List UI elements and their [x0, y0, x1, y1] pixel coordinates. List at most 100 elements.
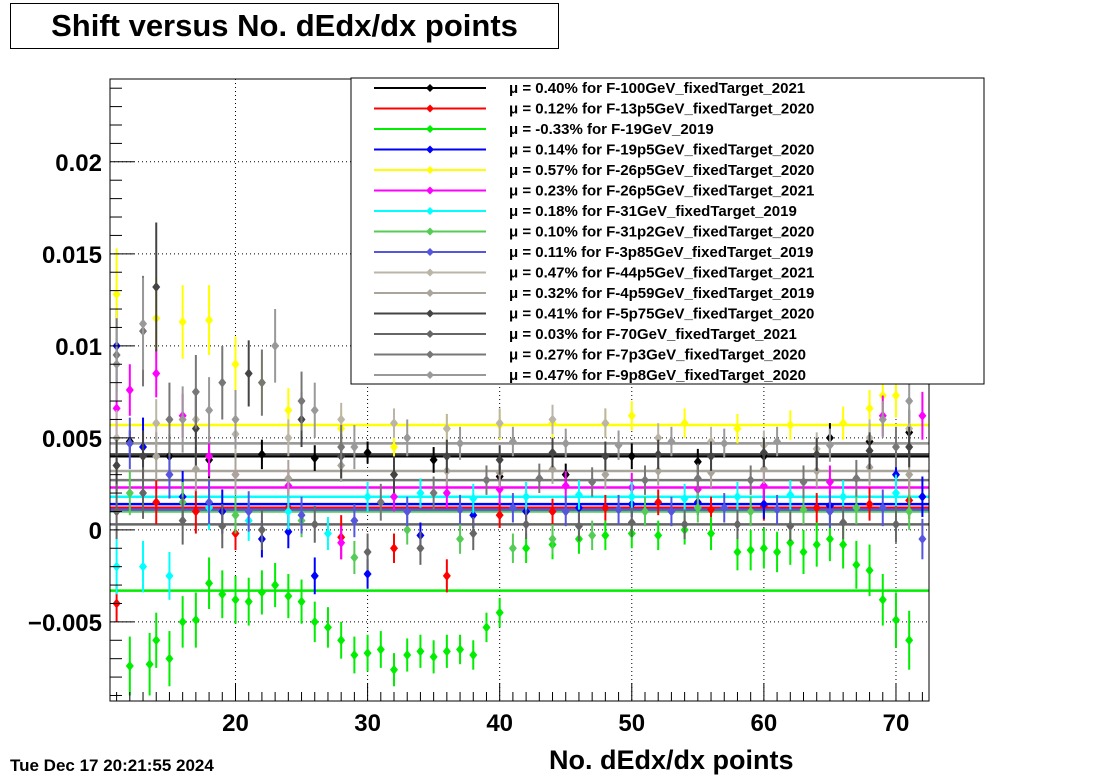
data-point	[627, 451, 636, 462]
x-tick-label: 40	[486, 710, 513, 737]
data-point	[271, 580, 280, 591]
data-point	[839, 539, 848, 550]
data-point	[891, 488, 900, 499]
data-point	[416, 543, 425, 554]
data-point	[601, 530, 610, 541]
data-point	[733, 546, 742, 557]
timestamp: Tue Dec 17 20:21:55 2024	[10, 756, 214, 775]
data-point	[390, 418, 399, 429]
legend-entry: μ = 0.40% for F-100GeV_fixedTarget_2021	[509, 80, 805, 97]
data-point	[191, 386, 200, 397]
data-point	[297, 396, 306, 407]
data-point	[878, 502, 887, 513]
data-point	[654, 530, 663, 541]
data-point	[733, 519, 742, 530]
data-point	[429, 454, 438, 465]
data-point	[125, 438, 134, 449]
data-point	[390, 469, 399, 480]
data-point	[640, 506, 649, 517]
data-point	[561, 506, 570, 517]
legend-marker	[426, 227, 434, 236]
data-point	[693, 473, 702, 484]
legend-marker	[426, 350, 434, 359]
data-point	[852, 559, 861, 570]
data-point	[693, 502, 702, 513]
data-point	[376, 497, 385, 508]
data-point	[469, 649, 478, 660]
data-point	[244, 596, 253, 607]
legend-entry: μ = 0.12% for F-13p5GeV_fixedTarget_2020	[509, 101, 814, 118]
data-point	[218, 521, 227, 532]
data-point	[218, 589, 227, 600]
legend-marker	[426, 371, 434, 379]
data-point	[403, 524, 412, 535]
data-point	[654, 497, 663, 508]
data-point	[601, 451, 610, 462]
data-point	[152, 635, 161, 646]
data-point	[839, 517, 848, 528]
data-point	[442, 423, 451, 434]
data-point	[548, 414, 557, 425]
y-tick-label: −0.005	[28, 610, 102, 637]
data-point	[231, 414, 240, 425]
data-point	[257, 449, 266, 460]
data-point	[574, 489, 583, 500]
data-point	[773, 436, 782, 447]
data-point	[746, 475, 755, 486]
data-point	[139, 451, 148, 462]
data-point	[390, 491, 399, 502]
data-point	[337, 414, 346, 425]
data-point	[522, 491, 531, 502]
data-point	[508, 543, 517, 554]
data-point	[284, 405, 293, 416]
x-axis-label: No. dEdx/dx points	[549, 745, 794, 775]
data-point	[231, 510, 240, 521]
data-point	[165, 414, 174, 425]
data-point	[363, 447, 372, 458]
data-point	[667, 506, 676, 517]
legend-entry: μ = 0.23% for F-26p5GeV_fixedTarget_2021	[509, 183, 814, 200]
data-point	[918, 491, 927, 502]
data-point	[786, 419, 795, 430]
data-point	[865, 565, 874, 576]
data-point	[759, 464, 768, 475]
legend-entry: μ = 0.10% for F-31p2GeV_fixedTarget_2020	[509, 224, 814, 241]
legend-marker	[426, 248, 434, 256]
y-tick-label: 0.01	[55, 334, 102, 361]
data-point	[905, 442, 914, 453]
data-point	[257, 377, 266, 388]
data-point	[310, 405, 319, 416]
data-point	[178, 515, 187, 526]
data-point	[495, 454, 504, 465]
data-point	[363, 491, 372, 502]
x-tick-label: 50	[618, 710, 645, 737]
data-point	[350, 515, 359, 526]
data-point	[746, 545, 755, 556]
data-point	[112, 289, 121, 300]
data-point	[218, 377, 227, 388]
data-point	[152, 451, 161, 462]
data-point	[654, 449, 663, 460]
data-point	[191, 506, 200, 517]
data-point	[773, 504, 782, 515]
data-point	[456, 438, 465, 449]
data-point	[284, 432, 293, 443]
legend-marker	[426, 145, 434, 154]
data-point	[839, 491, 848, 502]
data-point	[139, 561, 148, 572]
data-point	[165, 570, 174, 581]
data-point	[323, 622, 332, 633]
data-point	[145, 659, 154, 670]
data-point	[825, 440, 834, 451]
data-point	[627, 410, 636, 421]
series-mean-lines	[110, 423, 929, 592]
data-point	[152, 497, 161, 508]
data-point	[244, 506, 253, 517]
data-point	[786, 521, 795, 532]
data-point	[905, 635, 914, 646]
data-point	[350, 442, 359, 453]
data-point	[707, 504, 716, 515]
data-point	[825, 534, 834, 545]
legend: μ = 0.40% for F-100GeV_fixedTarget_2021 μ…	[350, 77, 985, 385]
data-point	[839, 418, 848, 429]
